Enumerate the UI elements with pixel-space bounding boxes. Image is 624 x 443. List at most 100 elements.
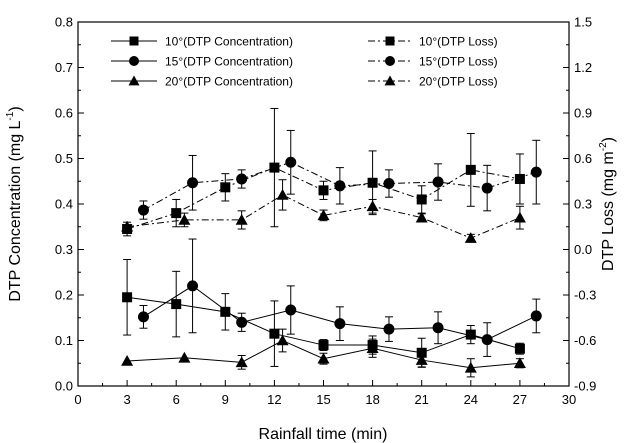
legend-label: 20°(DTP Concentration) — [165, 75, 293, 89]
y-left-tick-label: 0.4 — [55, 197, 73, 212]
data-point — [236, 173, 248, 185]
y-axis-left: 0.0 0.1 0.2 0.3 0.4 0.5 0.6 0.7 0.8 — [55, 15, 84, 394]
data-point — [530, 310, 542, 322]
y-axis-right: -0.9 -0.6 -0.3 0.0 0.3 0.6 0.9 1.2 1.5 — [563, 15, 596, 394]
data-point — [416, 194, 427, 205]
series-line — [127, 194, 521, 239]
data-point — [530, 166, 542, 178]
x-tick-label: 9 — [222, 392, 229, 407]
y-right-tick-label: 0.3 — [574, 197, 592, 212]
x-tick-label: 27 — [513, 392, 527, 407]
legend-item-2: 20°(DTP Concentration) — [111, 75, 293, 89]
data-point — [235, 213, 248, 225]
y-left-tick-label: 0.2 — [55, 288, 73, 303]
y-right-tick-label: 0.6 — [574, 151, 592, 166]
data-point — [276, 334, 289, 346]
x-tick-label: 12 — [267, 392, 281, 407]
y-left-tick-label: 0.3 — [55, 242, 73, 257]
y-left-tick-label: 0.1 — [55, 333, 73, 348]
x-tick-label: 30 — [562, 392, 576, 407]
data-point — [122, 292, 133, 303]
data-point — [318, 185, 329, 196]
y-right-tick-label: 0.9 — [574, 106, 592, 121]
data-point — [464, 361, 477, 373]
data-point — [383, 178, 395, 190]
x-tick-label: 3 — [123, 392, 130, 407]
data-point — [514, 173, 525, 184]
data-point — [187, 280, 199, 292]
data-point — [481, 182, 493, 194]
y-left-tick-label: 0.7 — [55, 60, 73, 75]
data-point — [171, 299, 182, 310]
y-right-tick-label: -0.3 — [574, 288, 596, 303]
data-point — [276, 188, 289, 200]
x-tick-label: 18 — [365, 392, 379, 407]
y-left-tick-label: 0.8 — [55, 15, 73, 30]
legend-marker — [128, 75, 140, 86]
x-tick-label: 24 — [464, 392, 478, 407]
legend-label: 15°(DTP Loss) — [419, 55, 498, 69]
data-point — [121, 220, 134, 232]
series-4 — [137, 129, 542, 220]
data-point — [367, 177, 378, 188]
data-point — [334, 318, 346, 330]
data-point — [137, 311, 149, 323]
data-point — [432, 322, 444, 334]
legend-item-5: 20°(DTP Loss) — [368, 75, 498, 89]
data-point — [317, 352, 330, 364]
y-right-tick-label: -0.6 — [574, 333, 596, 348]
data-point — [334, 180, 346, 192]
x-axis: 0 3 6 9 12 15 18 21 24 27 30 — [74, 380, 576, 407]
legend-marker — [129, 36, 139, 46]
y-right-tick-label: 1.2 — [574, 60, 592, 75]
legend-marker — [385, 56, 395, 66]
y-axis-right-title: DTP Loss (mg m-2) — [598, 137, 617, 271]
series-layer — [121, 107, 542, 378]
data-point — [465, 164, 476, 175]
data-point — [317, 209, 330, 221]
data-point — [178, 351, 191, 363]
y-right-tick-label: 0.0 — [574, 242, 592, 257]
data-point — [269, 328, 280, 339]
data-point — [220, 182, 231, 193]
legend-label: 10°(DTP Concentration) — [165, 35, 293, 49]
data-point — [432, 176, 444, 188]
data-point — [220, 306, 231, 317]
data-point — [285, 156, 297, 168]
data-point — [178, 213, 191, 225]
legend-item-3: 10°(DTP Loss) — [368, 35, 498, 49]
series-1 — [137, 238, 542, 357]
series-5 — [121, 179, 526, 243]
data-point — [415, 211, 428, 223]
series-2 — [121, 328, 526, 378]
y-axis-left-title: DTP Concentration (mg L-1) — [5, 106, 24, 301]
data-point — [415, 354, 428, 365]
data-point — [236, 316, 248, 328]
legend-label: 15°(DTP Concentration) — [165, 55, 293, 69]
y-left-tick-label: 0.5 — [55, 151, 73, 166]
data-point — [187, 177, 199, 189]
data-point — [285, 304, 297, 316]
data-point — [137, 204, 149, 216]
legend-item-1: 15°(DTP Concentration) — [111, 55, 293, 69]
data-point — [464, 232, 477, 243]
x-tick-label: 21 — [414, 392, 428, 407]
x-tick-label: 6 — [173, 392, 180, 407]
legend-label: 20°(DTP Loss) — [419, 75, 498, 89]
y-left-tick-label: 0.6 — [55, 106, 73, 121]
data-point — [513, 357, 526, 369]
legend-label: 10°(DTP Loss) — [419, 35, 498, 49]
data-point — [481, 334, 493, 346]
data-point — [383, 323, 395, 335]
data-point — [318, 340, 329, 351]
legend: 10°(DTP Concentration) 15°(DTP Concentrat… — [111, 35, 498, 89]
legend-item-0: 10°(DTP Concentration) — [111, 35, 293, 49]
data-point — [513, 211, 526, 223]
y-left-tick-label: 0.0 — [55, 379, 73, 394]
data-point — [366, 200, 379, 212]
x-tick-label: 0 — [74, 392, 81, 407]
data-point — [514, 343, 525, 354]
data-point — [235, 356, 248, 368]
legend-item-4: 15°(DTP Loss) — [368, 55, 498, 69]
